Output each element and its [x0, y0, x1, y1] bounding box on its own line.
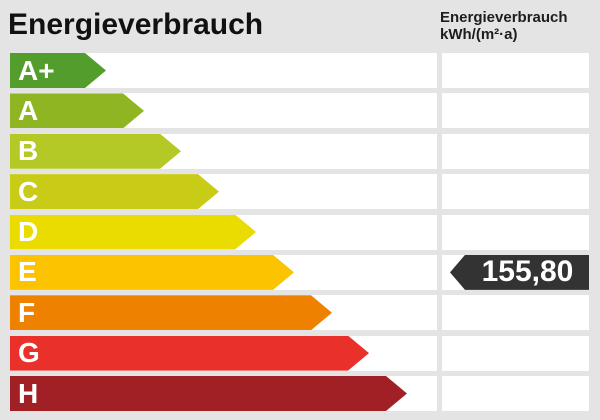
row-strip-g: G: [10, 335, 437, 371]
scale-row-b: B: [0, 133, 600, 169]
grade-arrow-g: G: [10, 336, 369, 371]
scale-row-h: H: [0, 376, 600, 411]
row-strip-a: A: [10, 93, 437, 129]
row-strip-f: F: [10, 295, 437, 331]
value-box-c: [442, 174, 589, 210]
value-text: 155,80: [481, 255, 574, 289]
scale-row-d: D: [0, 214, 600, 250]
grade-label-d: D: [18, 216, 39, 247]
grade-arrow-a-plus: A+: [10, 53, 106, 88]
grade-label-a-plus: A+: [18, 54, 55, 86]
row-strip-c: C: [10, 174, 437, 210]
grade-arrow-h: H: [10, 376, 407, 411]
scale-row-c: C: [0, 174, 600, 210]
scale-row-e: E 155,80: [0, 254, 600, 290]
unit-header-line1: Energieverbrauch: [440, 9, 568, 26]
grade-label-b: B: [18, 135, 39, 167]
scale-row-f: F: [0, 295, 600, 331]
value-badge: 155,80: [450, 254, 589, 290]
efficiency-scale: A+ A B C D E 155,80 F G H: [0, 53, 600, 411]
value-box-a-plus: [442, 53, 589, 88]
grade-arrow-f: F: [10, 295, 332, 330]
unit-header-line2: kWh/(m²·a): [440, 26, 518, 43]
value-box-b: [442, 133, 589, 169]
grade-arrow-c: C: [10, 174, 219, 209]
grade-label-f: F: [18, 296, 36, 328]
value-box-h: [442, 376, 589, 411]
value-box-d: [442, 214, 589, 250]
scale-row-g: G: [0, 335, 600, 371]
scale-row-a-plus: A+: [0, 53, 600, 88]
value-box-e: 155,80: [442, 254, 589, 290]
row-strip-b: B: [10, 133, 437, 169]
value-box-f: [442, 295, 589, 331]
grade-arrow-e: E: [10, 255, 294, 290]
grade-arrow-a: A: [10, 93, 144, 128]
row-strip-d: D: [10, 214, 437, 250]
grade-arrow-b: B: [10, 134, 181, 169]
row-strip-h: H: [10, 376, 437, 411]
row-strip-e: E: [10, 254, 437, 290]
grade-label-g: G: [18, 337, 40, 369]
grade-label-h: H: [18, 377, 39, 409]
value-box-g: [442, 335, 589, 371]
scale-row-a: A: [0, 93, 600, 129]
value-box-a: [442, 93, 589, 129]
grade-arrow-d: D: [10, 215, 256, 250]
grade-label-a: A: [18, 94, 39, 126]
unit-header: Energieverbrauch kWh/(m²·a): [440, 9, 568, 43]
page-title: Energieverbrauch: [8, 8, 264, 41]
row-strip-a-plus: A+: [10, 53, 437, 88]
grade-label-e: E: [18, 256, 37, 288]
grade-label-c: C: [18, 175, 39, 207]
